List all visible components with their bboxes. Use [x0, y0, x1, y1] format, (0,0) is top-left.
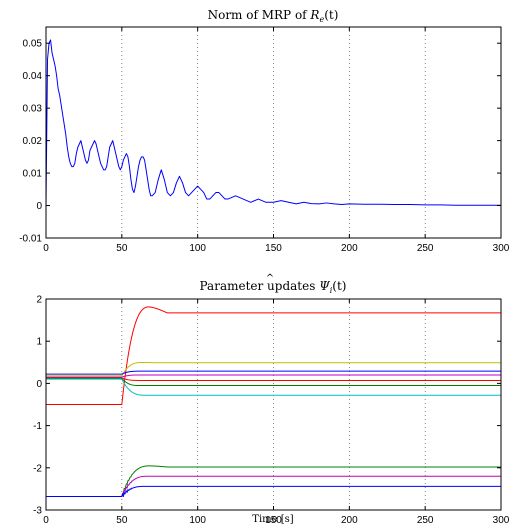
bottom-chart-ytick-label: -3	[33, 506, 42, 517]
bottom-chart-xtick-label: 100	[189, 515, 206, 526]
bottom-chart-title: Parameter updates Ψi(t)	[200, 279, 347, 295]
bottom-chart-ticks: 0 50 100 150 200 250 300 -3 -2 -1 0 1 2	[33, 295, 510, 527]
psi-hat-mark: ^	[266, 273, 274, 284]
bottom-chart-xtick-label: 200	[341, 515, 358, 526]
top-chart-ticks: 0 50 100 150 200 250 300-0.0100.010.020.030.04…	[19, 27, 510, 254]
top-chart-ytick-label: -0.01	[19, 234, 42, 245]
top-chart-ytick-label: 0.05	[23, 39, 43, 50]
top-chart-ytick-label: 0	[36, 201, 42, 212]
bottom-chart-series-line	[46, 378, 501, 396]
bottom-chart-series-line	[46, 377, 501, 387]
bottom-chart-xtick-label: 50	[116, 515, 128, 526]
top-chart-xtick-label: 0	[43, 243, 49, 254]
bottom-chart-series-line	[46, 374, 501, 378]
top-chart-ytick-label: 0.02	[23, 136, 43, 147]
bottom-chart-series-line	[46, 485, 501, 497]
bottom-chart-panel: Parameter updates Ψi(t) ^ 0 50 100 150 200 25…	[33, 273, 510, 526]
top-chart-xtick-label: 300	[493, 243, 510, 254]
bottom-chart-ytick-label: -1	[33, 421, 42, 432]
top-chart-ytick-label: 0.04	[23, 71, 43, 82]
bottom-chart-xtick-label: 150	[265, 515, 282, 526]
top-chart-panel: Norm of MRP of Re(t) 0 50 100 150 200 250 300 -…	[19, 8, 510, 254]
top-chart-xtick-label: 150	[265, 243, 282, 254]
bottom-chart-series	[46, 306, 501, 497]
bottom-chart-series-line	[46, 306, 501, 405]
bottom-chart-series-line	[46, 361, 501, 377]
bottom-chart-xlabel: Time [s]	[252, 514, 293, 525]
top-chart-ytick-label: 0.01	[23, 169, 43, 180]
bottom-chart-xtick-label: 250	[417, 515, 434, 526]
bottom-chart-series-line	[46, 370, 501, 375]
top-chart-xtick-label: 50	[116, 243, 128, 254]
bottom-chart-xtick-label: 300	[493, 515, 510, 526]
bottom-chart-xtick-label: 0	[43, 515, 49, 526]
top-chart-gridlines	[121, 27, 426, 238]
top-chart-series-line	[46, 39, 501, 206]
top-chart-xtick-label: 200	[341, 243, 358, 254]
top-chart-ytick-label: 0.03	[23, 104, 43, 115]
top-chart-axes-frame	[45, 26, 502, 239]
top-chart-xtick-label: 100	[189, 243, 206, 254]
bottom-chart-gridlines	[121, 299, 426, 510]
top-chart-xtick-label: 250	[417, 243, 434, 254]
top-chart-series	[46, 39, 501, 206]
bottom-chart-ytick-label: 2	[36, 295, 42, 306]
bottom-chart-ytick-label: 1	[36, 337, 42, 348]
bottom-chart-ytick-label: 0	[36, 379, 42, 390]
top-chart-title: Norm of MRP of Re(t)	[208, 8, 339, 24]
bottom-chart-ytick-label: -2	[33, 463, 42, 474]
